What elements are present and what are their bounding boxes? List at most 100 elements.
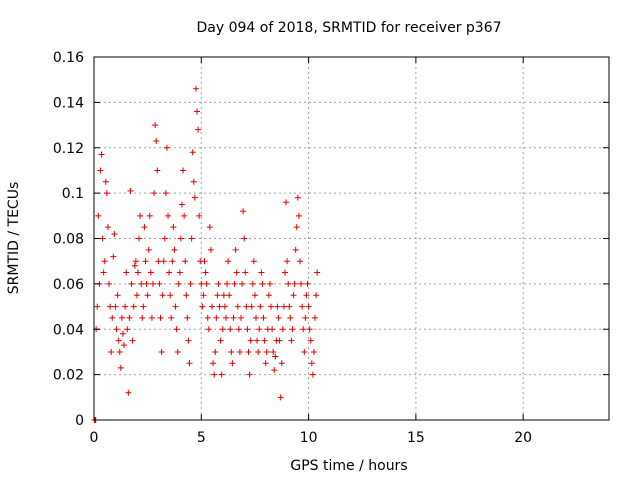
data-point	[209, 303, 216, 310]
data-point	[159, 292, 166, 299]
data-point	[189, 149, 196, 156]
data-point	[194, 108, 200, 115]
data-point	[274, 303, 281, 310]
data-point	[102, 178, 109, 185]
data-point	[232, 246, 239, 253]
y-tick-label: 0.08	[53, 232, 84, 248]
data-point	[186, 360, 193, 367]
data-point	[137, 212, 144, 219]
data-point	[98, 151, 105, 158]
data-point	[251, 292, 258, 299]
data-point	[227, 326, 234, 333]
data-point	[206, 224, 213, 231]
data-point	[181, 212, 188, 219]
data-point	[173, 326, 180, 333]
data-point	[263, 348, 270, 355]
data-point	[271, 367, 278, 374]
x-tick-label: 0	[90, 430, 99, 446]
data-point	[153, 137, 160, 144]
data-point	[231, 280, 238, 287]
data-point	[122, 303, 129, 310]
x-tick-label: 15	[407, 430, 425, 446]
data-points	[91, 85, 321, 423]
plot-frame	[93, 56, 610, 421]
data-point	[255, 348, 262, 355]
data-point	[180, 167, 187, 174]
data-point	[224, 280, 231, 287]
data-point	[101, 258, 108, 265]
data-point	[166, 269, 173, 276]
data-point	[294, 194, 301, 201]
data-point	[285, 280, 292, 287]
x-tick-labels: 0 5 10 15 20	[90, 430, 533, 446]
data-point	[168, 314, 175, 321]
data-point	[212, 348, 219, 355]
data-point	[269, 326, 276, 333]
data-point	[253, 314, 260, 321]
data-point	[141, 224, 148, 231]
data-point	[202, 269, 209, 276]
data-point	[94, 303, 101, 310]
data-point	[293, 224, 300, 231]
data-point	[240, 208, 247, 215]
data-point	[183, 292, 190, 299]
chart-title: Day 094 of 2018, SRMTID for receiver p36…	[196, 20, 501, 36]
data-point	[214, 292, 221, 299]
data-point	[143, 280, 150, 287]
data-point	[217, 337, 224, 344]
data-point	[178, 201, 185, 208]
data-point	[310, 348, 317, 355]
data-point	[110, 253, 117, 260]
data-point	[174, 348, 181, 355]
data-point	[187, 280, 194, 287]
data-point	[169, 258, 176, 265]
data-point	[230, 314, 237, 321]
data-point	[287, 314, 294, 321]
data-point	[244, 326, 251, 333]
data-point	[125, 389, 132, 396]
data-point	[298, 280, 305, 287]
data-point	[188, 235, 195, 242]
data-point	[167, 292, 174, 299]
data-point	[118, 314, 125, 321]
data-point	[147, 269, 154, 276]
data-point	[283, 199, 290, 206]
data-point	[195, 126, 202, 133]
data-point	[312, 314, 319, 321]
data-point	[104, 224, 111, 231]
data-point	[97, 167, 104, 174]
data-point	[216, 303, 223, 310]
y-tick-labels: 0 0.02 0.04 0.06 0.08 0.1 0.12 0.14 0.16	[53, 50, 84, 429]
data-point	[248, 303, 255, 310]
data-point	[265, 292, 272, 299]
data-point	[237, 314, 244, 321]
data-point	[162, 190, 169, 197]
data-point	[211, 371, 218, 378]
data-point	[152, 122, 159, 129]
data-point	[304, 280, 311, 287]
data-point	[129, 337, 136, 344]
data-point	[236, 348, 243, 355]
data-point	[250, 258, 257, 265]
data-point	[272, 353, 279, 360]
data-point	[148, 314, 155, 321]
data-point	[115, 337, 122, 344]
data-point	[221, 303, 228, 310]
data-point	[117, 364, 124, 371]
data-point	[305, 303, 312, 310]
data-point	[134, 269, 141, 276]
data-point	[228, 348, 235, 355]
data-point	[196, 212, 203, 219]
data-point	[207, 246, 214, 253]
data-point	[242, 269, 249, 276]
y-tick-label: 0.06	[53, 277, 84, 293]
data-point	[306, 326, 313, 333]
data-point	[262, 360, 269, 367]
data-point	[241, 235, 248, 242]
data-point	[190, 178, 197, 185]
data-point	[275, 314, 282, 321]
data-point	[198, 280, 205, 287]
data-point	[171, 246, 178, 253]
data-point	[119, 330, 126, 337]
